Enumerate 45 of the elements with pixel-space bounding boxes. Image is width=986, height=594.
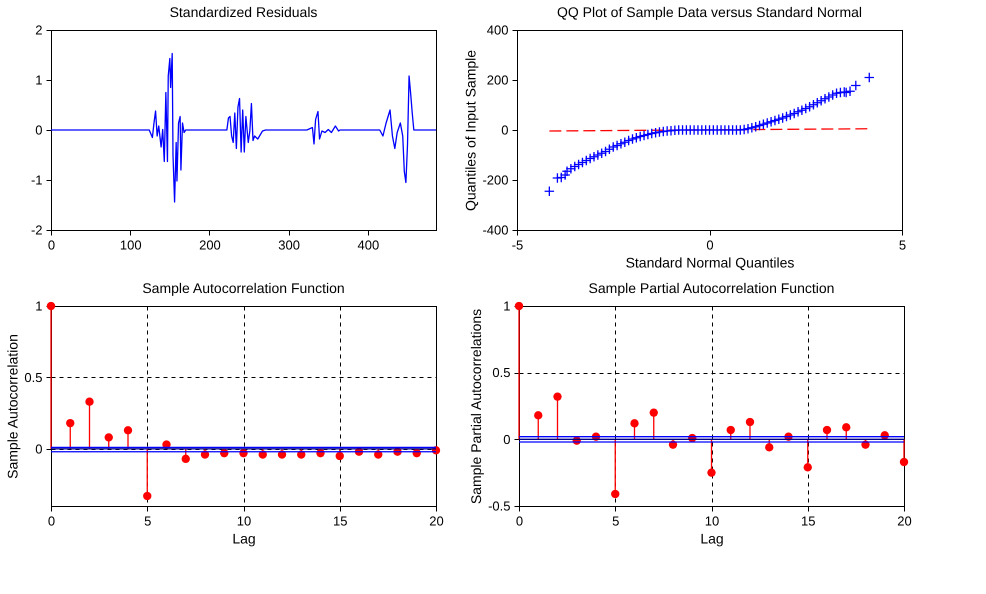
y-tick-label: 200 xyxy=(486,72,508,88)
y-tick-label: 0.5 xyxy=(24,370,42,385)
x-tick-label: 5 xyxy=(144,514,152,528)
y-tick-label: -1 xyxy=(30,172,42,188)
y-tick-label: 400 xyxy=(486,22,508,38)
y-tick-label: -400 xyxy=(482,222,508,238)
x-tick-label: 15 xyxy=(801,514,816,528)
x-tick-label: 100 xyxy=(120,238,142,252)
x-tick-label: -5 xyxy=(512,238,524,252)
y-tick-label: -2 xyxy=(30,222,42,238)
y-tick-label: 1 xyxy=(35,298,42,314)
y-tick-label: -200 xyxy=(482,172,508,188)
x-tick-label: 400 xyxy=(358,238,380,252)
y-tick-label: 0.5 xyxy=(492,365,510,380)
x-tick-label: 5 xyxy=(612,514,620,528)
x-tick-label: 20 xyxy=(429,514,444,528)
y-tick-label: 0 xyxy=(35,441,42,456)
y-axis-title: Sample Autocorrelation xyxy=(4,334,20,479)
chart-title: QQ Plot of Sample Data versus Standard Normal xyxy=(556,4,862,20)
x-tick-label: 10 xyxy=(236,514,252,528)
x-tick-label: 0 xyxy=(516,514,524,528)
x-axis-title: Lag xyxy=(232,530,256,546)
x-tick-label: 300 xyxy=(278,238,300,252)
y-tick-label: 0 xyxy=(35,122,42,138)
y-tick-label: 2 xyxy=(35,22,42,38)
y-axis-title: Quantiles of Input Sample xyxy=(462,50,478,212)
y-tick-label: 0 xyxy=(503,432,510,447)
x-tick-label: 0 xyxy=(706,238,714,252)
x-tick-label: 0 xyxy=(48,514,56,528)
y-tick-label: 0 xyxy=(501,122,508,138)
x-tick-label: 20 xyxy=(897,514,912,528)
y-tick-label: 1 xyxy=(35,72,42,88)
x-tick-label: 0 xyxy=(48,238,56,252)
chart-title: Sample Autocorrelation Function xyxy=(142,280,345,296)
x-tick-label: 10 xyxy=(704,514,720,528)
x-axis-title: Lag xyxy=(700,530,724,546)
y-tick-label: -0.5 xyxy=(488,498,510,514)
chart-title: Sample Partial Autocorrelation Function xyxy=(588,280,834,296)
chart-title: Standardized Residuals xyxy=(170,4,318,20)
x-tick-label: 15 xyxy=(333,514,348,528)
x-tick-label: 5 xyxy=(898,238,906,252)
y-tick-label: 1 xyxy=(503,298,510,314)
x-tick-label: 200 xyxy=(199,238,221,252)
y-axis-title: Sample Partial Autocorrelations xyxy=(468,308,484,504)
x-axis-title: Standard Normal Quantiles xyxy=(626,254,794,270)
